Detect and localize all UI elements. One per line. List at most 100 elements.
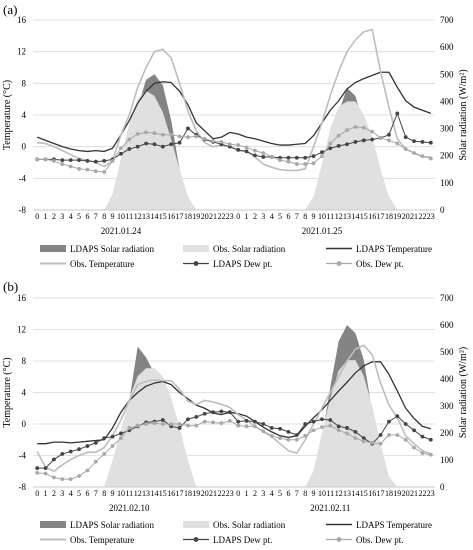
y2-tick-label: 200 [440, 151, 454, 161]
data-point-ldaps-dew-pt- [186, 126, 190, 131]
data-point-obs-dew-pt- [102, 452, 107, 456]
data-point-obs-dew-pt- [387, 433, 391, 437]
legend-label: Obs. Temperature [70, 535, 134, 545]
y2-tick-label: 500 [440, 347, 454, 357]
x-tick-label: 3 [261, 489, 265, 498]
y-tick-label: 12 [17, 47, 26, 57]
y2-tick-label: 400 [440, 374, 454, 384]
legend-label: Obs. Dew pt. [356, 259, 404, 269]
x-tick-label: 7 [295, 489, 299, 498]
x-tick-label: 11 [326, 212, 334, 221]
x-tick-label: 13 [343, 489, 351, 498]
data-point-ldaps-dew-pt- [93, 441, 98, 445]
data-point-ldaps-dew-pt- [336, 143, 341, 148]
y-tick-label: -8 [19, 205, 27, 215]
y-axis-title: Temperature (°C) [2, 80, 13, 150]
data-point-obs-dew-pt- [152, 131, 157, 136]
data-point-ldaps-dew-pt- [303, 155, 308, 160]
data-point-obs-dew-pt- [60, 162, 65, 166]
y2-tick-label: 400 [440, 96, 454, 106]
x-tick-label: 2 [52, 212, 56, 221]
y2-tick-label: 600 [440, 320, 454, 330]
y-tick-label: -8 [19, 482, 27, 492]
x-tick-label: 16 [368, 212, 376, 221]
data-point-ldaps-dew-pt- [345, 426, 349, 430]
x-tick-label: 11 [125, 212, 133, 221]
data-point-obs-dew-pt- [244, 145, 249, 150]
date-label: 2021.01.24 [101, 226, 142, 236]
data-point-obs-dew-pt- [194, 134, 199, 139]
x-tick-label: 3 [60, 212, 64, 221]
x-tick-label: 14 [150, 489, 158, 498]
data-point-obs-dew-pt- [85, 167, 90, 172]
data-point-obs-dew-pt- [77, 166, 81, 171]
x-tick-label: 22 [418, 212, 426, 221]
x-tick-label: 5 [77, 489, 81, 498]
x-tick-label: 9 [111, 489, 115, 498]
legend-swatch-obs-solar-radiation [183, 521, 209, 528]
x-tick-label: 11 [326, 489, 334, 498]
legend-swatch-ldaps-solar-radiation [40, 245, 66, 252]
data-point-obs-dew-pt- [186, 135, 190, 140]
data-point-obs-dew-pt- [236, 423, 241, 428]
x-tick-label: 19 [192, 212, 200, 221]
x-tick-label: 12 [335, 489, 343, 498]
x-tick-label: 15 [159, 212, 167, 221]
data-point-obs-dew-pt- [286, 159, 291, 164]
data-point-ldaps-dew-pt- [345, 142, 349, 147]
x-tick-label: 6 [286, 212, 290, 221]
y2-tick-label: 700 [440, 15, 454, 25]
x-tick-label: 5 [77, 212, 81, 221]
data-point-obs-dew-pt- [412, 445, 416, 450]
y2-tick-label: 300 [440, 124, 454, 134]
x-tick-label: 17 [176, 212, 184, 221]
x-tick-label: 2 [253, 489, 257, 498]
line-series-ldaps-temperature [37, 361, 431, 445]
x-tick-label: 23 [427, 212, 435, 221]
data-point-ldaps-dew-pt- [403, 135, 408, 140]
data-point-obs-dew-pt- [361, 439, 366, 444]
legend-label: LDAPS Solar radiation [70, 244, 154, 254]
x-tick-label: 3 [261, 212, 265, 221]
data-point-obs-dew-pt- [135, 132, 140, 136]
x-tick-label: 11 [125, 489, 133, 498]
x-tick-label: 3 [60, 489, 64, 498]
data-point-ldaps-dew-pt- [286, 155, 291, 160]
x-tick-label: 14 [351, 212, 359, 221]
data-point-ldaps-dew-pt- [269, 426, 274, 430]
x-tick-label: 7 [94, 489, 98, 498]
x-tick-label: 1 [245, 489, 249, 498]
y2-axis-title: Solar radiation (W/m²) [458, 347, 469, 438]
data-point-obs-dew-pt- [35, 157, 40, 162]
data-point-obs-dew-pt- [119, 436, 123, 441]
y-tick-label: 12 [17, 325, 26, 335]
data-point-obs-dew-pt- [169, 422, 174, 426]
data-point-obs-dew-pt- [85, 468, 90, 473]
data-point-ldaps-dew-pt- [353, 140, 358, 144]
data-point-obs-dew-pt- [160, 132, 165, 137]
data-point-ldaps-dew-pt- [395, 414, 400, 419]
data-point-ldaps-dew-pt- [311, 154, 316, 159]
legend-label: LDAPS Dew pt. [213, 535, 272, 545]
data-point-ldaps-dew-pt- [328, 146, 333, 151]
data-point-obs-dew-pt- [43, 157, 48, 162]
x-tick-label: 17 [377, 489, 385, 498]
date-label: 2021.02.11 [310, 503, 350, 513]
data-point-ldaps-dew-pt- [102, 436, 107, 441]
data-point-ldaps-dew-pt- [395, 111, 400, 116]
data-point-obs-dew-pt- [144, 422, 148, 426]
x-tick-label: 18 [184, 212, 192, 221]
data-point-obs-dew-pt- [320, 154, 324, 159]
x-tick-label: 18 [385, 489, 393, 498]
data-point-obs-dew-pt- [278, 436, 282, 441]
x-tick-label: 9 [312, 212, 316, 221]
data-point-obs-dew-pt- [202, 136, 207, 141]
x-tick-label: 9 [111, 212, 115, 221]
y-tick-label: -4 [19, 451, 27, 461]
y2-tick-label: 100 [440, 455, 454, 465]
x-tick-label: 22 [418, 489, 426, 498]
data-point-ldaps-dew-pt- [119, 151, 123, 156]
x-tick-label: 8 [102, 489, 106, 498]
data-point-ldaps-dew-pt- [336, 424, 341, 429]
data-point-obs-dew-pt- [387, 138, 391, 143]
